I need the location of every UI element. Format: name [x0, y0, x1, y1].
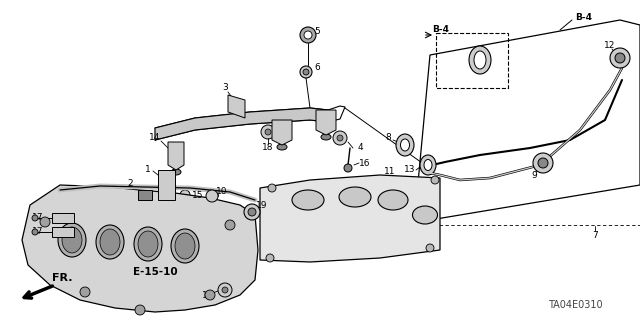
Circle shape: [304, 31, 312, 39]
Circle shape: [610, 48, 630, 68]
Text: 17: 17: [32, 227, 44, 236]
Text: 4: 4: [357, 144, 363, 152]
Polygon shape: [272, 120, 292, 145]
Text: 8: 8: [385, 133, 391, 143]
Text: 18: 18: [202, 291, 214, 300]
Text: TA04E0310: TA04E0310: [548, 300, 602, 310]
Text: 9: 9: [531, 170, 537, 180]
Text: 7: 7: [592, 231, 598, 240]
Ellipse shape: [100, 229, 120, 255]
Ellipse shape: [424, 160, 432, 170]
Circle shape: [248, 208, 256, 216]
Text: 18: 18: [262, 144, 274, 152]
Text: 17: 17: [32, 213, 44, 222]
Ellipse shape: [339, 187, 371, 207]
Ellipse shape: [321, 134, 331, 140]
Text: 2: 2: [127, 180, 133, 189]
Polygon shape: [260, 175, 440, 262]
Ellipse shape: [171, 229, 199, 263]
Circle shape: [431, 176, 439, 184]
Text: 5: 5: [314, 27, 320, 36]
Text: E-15-10: E-15-10: [132, 267, 177, 277]
Text: 12: 12: [604, 41, 616, 49]
Text: B-4: B-4: [575, 12, 592, 21]
Circle shape: [244, 204, 260, 220]
Circle shape: [205, 290, 215, 300]
Bar: [162, 200, 172, 208]
Polygon shape: [316, 110, 336, 135]
Ellipse shape: [469, 46, 491, 74]
Bar: [52, 227, 74, 237]
Polygon shape: [228, 95, 245, 118]
Polygon shape: [138, 190, 152, 200]
Polygon shape: [168, 142, 184, 170]
Ellipse shape: [171, 169, 181, 175]
Circle shape: [180, 190, 190, 200]
Circle shape: [333, 131, 347, 145]
Circle shape: [32, 229, 38, 235]
Polygon shape: [415, 20, 640, 220]
Ellipse shape: [175, 233, 195, 259]
Circle shape: [344, 164, 352, 172]
Circle shape: [222, 287, 228, 293]
Circle shape: [533, 153, 553, 173]
Circle shape: [32, 215, 38, 221]
Text: 11: 11: [384, 167, 396, 176]
Circle shape: [337, 135, 343, 141]
Circle shape: [218, 283, 232, 297]
Ellipse shape: [401, 139, 410, 151]
Text: 6: 6: [314, 63, 320, 72]
Text: FR.: FR.: [52, 273, 72, 283]
Ellipse shape: [277, 144, 287, 150]
Circle shape: [268, 184, 276, 192]
Text: 19: 19: [256, 201, 268, 210]
Circle shape: [225, 220, 235, 230]
Polygon shape: [22, 185, 258, 312]
Ellipse shape: [474, 51, 486, 69]
Text: B-4: B-4: [432, 26, 449, 34]
Text: 13: 13: [404, 166, 416, 174]
Polygon shape: [155, 108, 328, 140]
Ellipse shape: [134, 227, 162, 261]
Text: 15: 15: [192, 190, 204, 199]
Ellipse shape: [62, 227, 82, 253]
Ellipse shape: [420, 155, 436, 175]
Circle shape: [266, 254, 274, 262]
Text: 14: 14: [149, 133, 161, 143]
Circle shape: [426, 244, 434, 252]
Circle shape: [265, 129, 271, 135]
Circle shape: [206, 190, 218, 202]
Circle shape: [615, 53, 625, 63]
Text: 10: 10: [216, 188, 228, 197]
Text: 1: 1: [145, 166, 151, 174]
Ellipse shape: [396, 134, 414, 156]
Circle shape: [300, 66, 312, 78]
Ellipse shape: [138, 231, 158, 257]
Ellipse shape: [413, 206, 438, 224]
Ellipse shape: [58, 223, 86, 257]
Circle shape: [300, 27, 316, 43]
Circle shape: [40, 217, 50, 227]
Ellipse shape: [292, 190, 324, 210]
Bar: [436, 33, 508, 88]
Circle shape: [303, 69, 309, 75]
Ellipse shape: [378, 190, 408, 210]
Ellipse shape: [96, 225, 124, 259]
Bar: [52, 213, 74, 223]
Circle shape: [80, 287, 90, 297]
Circle shape: [261, 125, 275, 139]
Circle shape: [538, 158, 548, 168]
Polygon shape: [158, 170, 175, 200]
Circle shape: [135, 305, 145, 315]
Text: 16: 16: [359, 159, 371, 167]
Text: 3: 3: [222, 84, 228, 93]
